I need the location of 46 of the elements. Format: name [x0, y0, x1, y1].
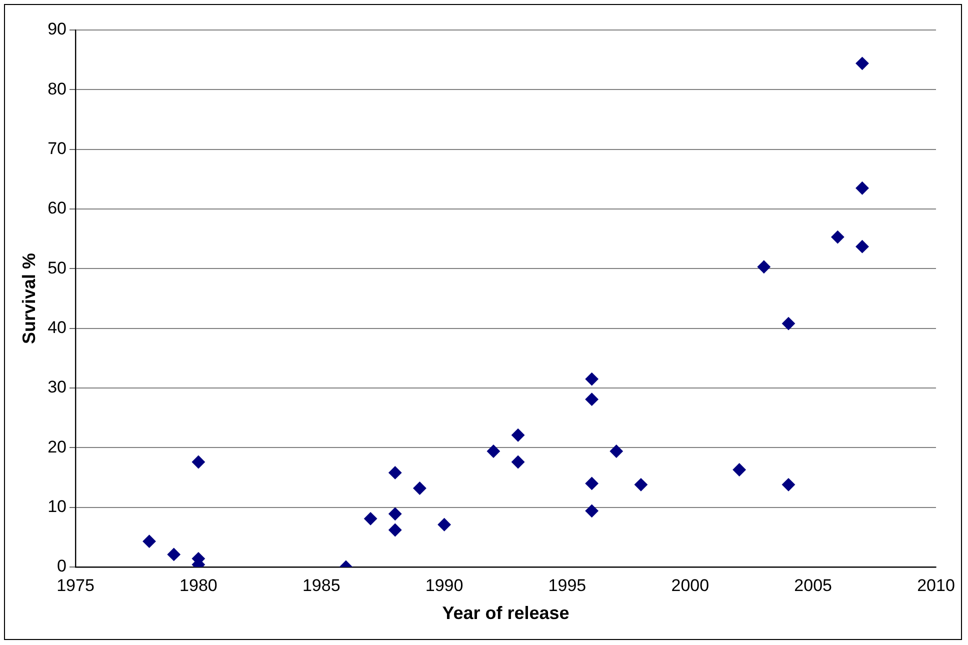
- x-tick-label: 1995: [548, 576, 586, 595]
- point: [585, 372, 598, 386]
- point: [388, 524, 402, 537]
- point: [856, 56, 869, 70]
- point: [167, 548, 180, 561]
- y-tick-label: 20: [48, 437, 67, 456]
- point: [585, 392, 598, 406]
- x-tick-label: 1975: [56, 576, 94, 595]
- y-tick-label: 80: [48, 79, 67, 98]
- y-tick-label: 90: [48, 20, 67, 39]
- y-axis-title: Survival %: [18, 252, 39, 344]
- x-tick-label: 1990: [425, 576, 464, 595]
- point: [856, 240, 869, 254]
- x-tick-label: 2000: [671, 576, 710, 595]
- point: [413, 482, 426, 495]
- point: [782, 478, 795, 492]
- point: [512, 428, 525, 442]
- point: [585, 476, 598, 490]
- point: [486, 444, 500, 458]
- x-tick-label: 1980: [180, 576, 218, 595]
- point: [388, 507, 402, 520]
- point: [856, 182, 869, 195]
- y-tick-label: 0: [57, 556, 67, 576]
- point: [782, 317, 795, 330]
- point: [142, 534, 156, 548]
- point: [388, 466, 402, 480]
- y-tick-label: 40: [48, 318, 67, 338]
- point: [512, 455, 525, 468]
- point: [438, 518, 451, 532]
- y-tick-label: 70: [48, 139, 67, 158]
- point: [585, 504, 598, 518]
- point: [732, 463, 746, 476]
- y-tick-label: 60: [48, 198, 67, 218]
- point: [831, 230, 844, 244]
- y-tick-label: 30: [48, 378, 67, 397]
- point: [192, 455, 205, 468]
- x-tick-label: 1985: [302, 576, 340, 595]
- y-tick-label: 50: [48, 258, 67, 278]
- x-tick-label: 2005: [794, 576, 832, 595]
- point: [610, 444, 623, 458]
- point: [634, 478, 648, 492]
- y-tick-label: 10: [48, 497, 67, 516]
- point: [757, 260, 770, 274]
- x-tick-label: 2010: [917, 576, 955, 595]
- point: [364, 512, 378, 526]
- x-axis-title: Year of release: [442, 603, 570, 624]
